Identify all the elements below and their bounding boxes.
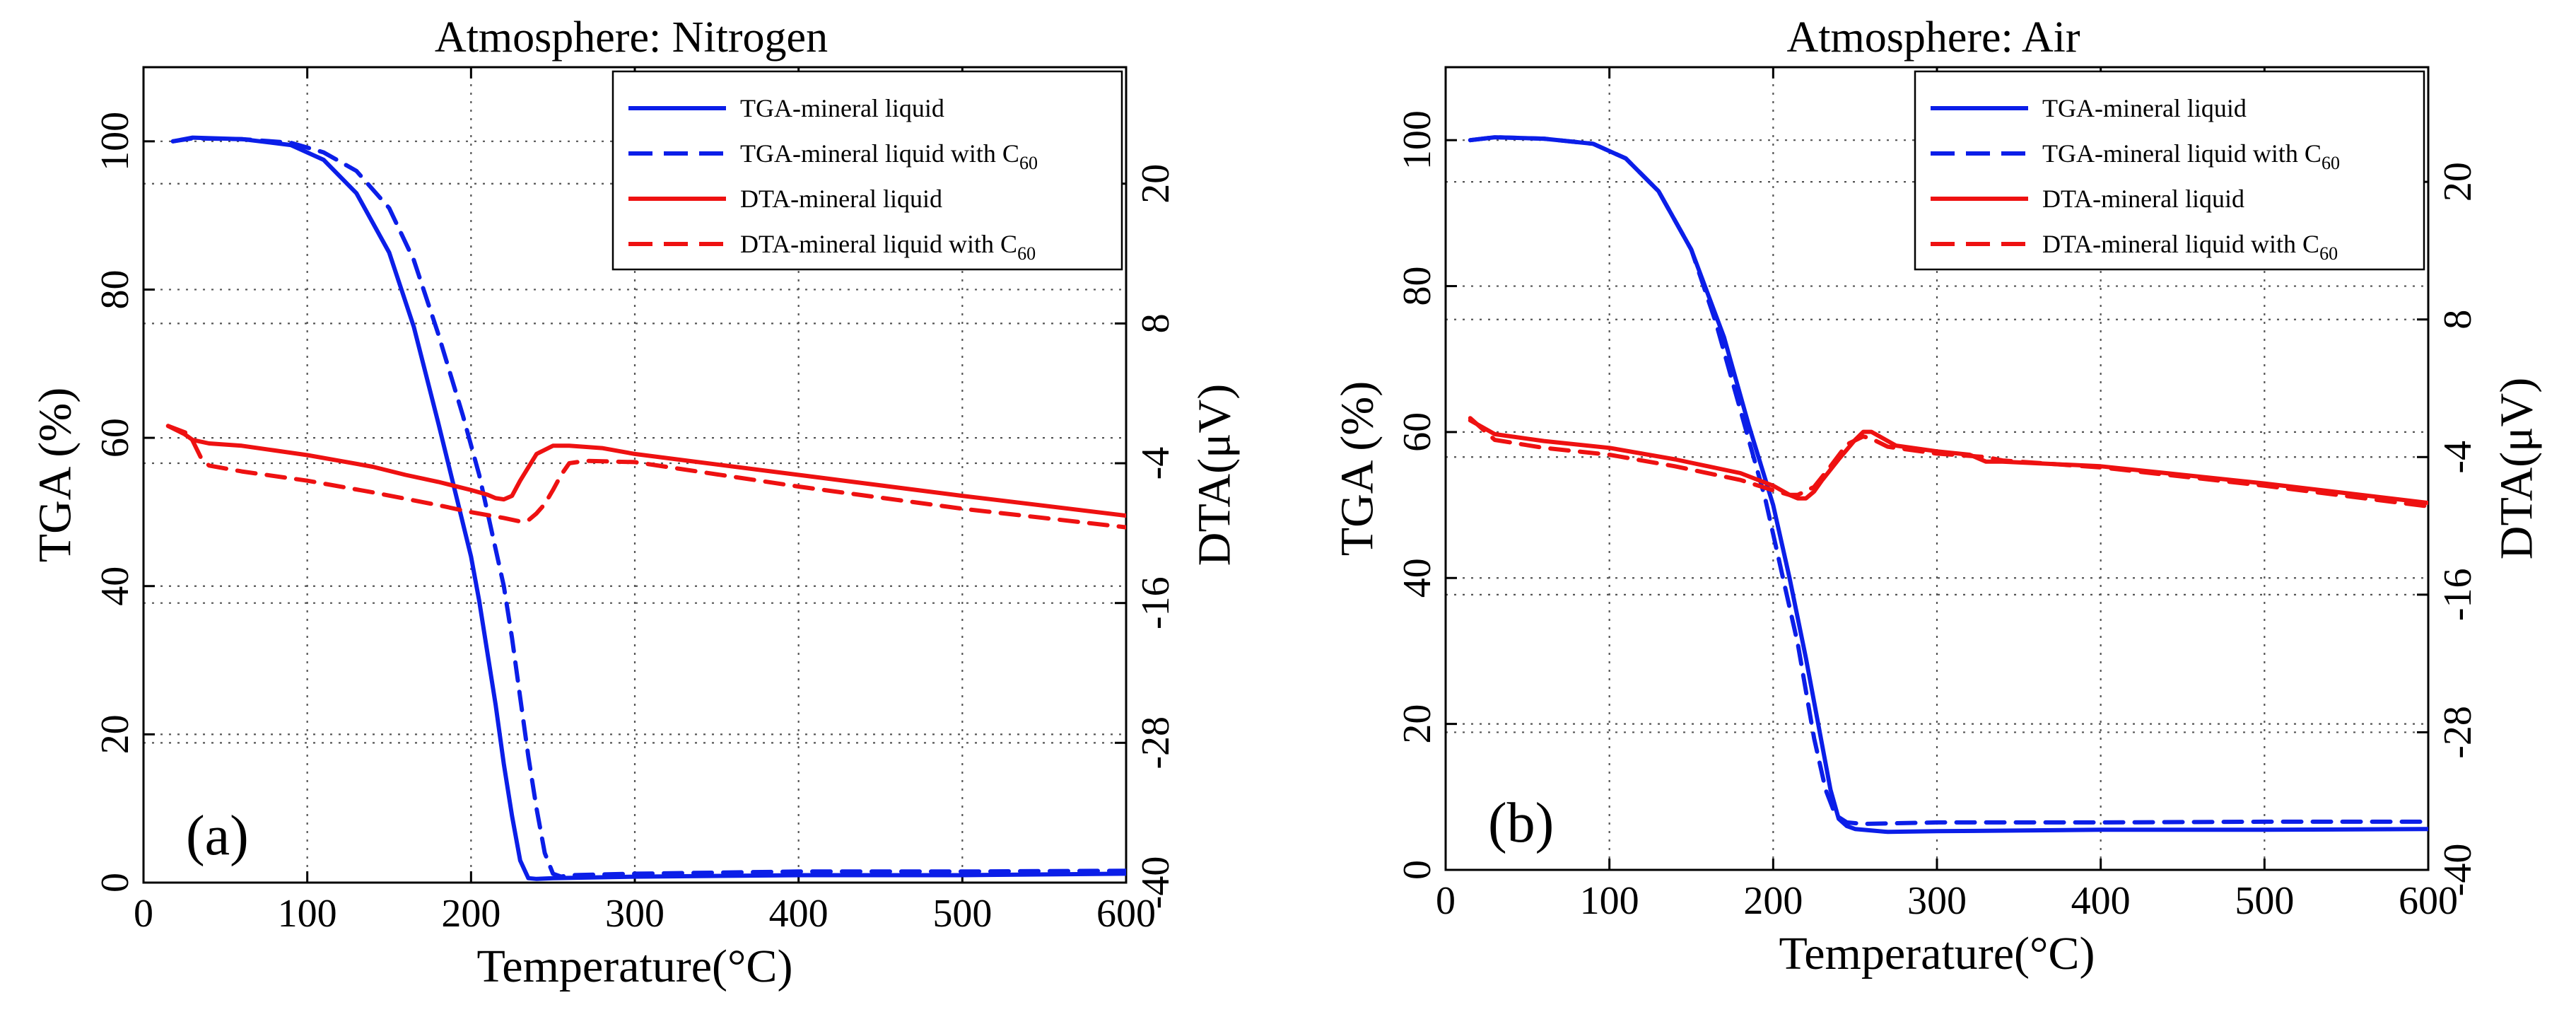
series-lines [165,135,1126,881]
series-line-tga-mineral-liquid-with-c60 [1468,135,2428,826]
chart-title: Atmosphere: Air [1787,13,2080,62]
legend-entry-subscript: 60 [1019,153,1038,173]
series-line-tga-mineral-liquid [1468,135,2428,835]
y-left-tick-label: 60 [1395,412,1439,452]
legend-entry-text: DTA-mineral liquid with C [2042,230,2319,258]
series-line-dta-mineral-liquid [1468,418,2428,506]
legend-entry-label: DTA-mineral liquid [740,185,942,213]
panel-label: (a) [186,805,249,867]
legend-entry-label: DTA-mineral liquid [2042,185,2244,213]
legend-entry-label: DTA-mineral liquid with C60 [740,230,1036,264]
series-line-dta-mineral-liquid-with-c60 [1468,416,2428,508]
x-tick-label: 400 [769,892,829,936]
y-right-tick-label: -28 [1134,716,1178,769]
legend: TGA-mineral liquid TGA-mineral liquid wit… [1914,70,2425,271]
legend-entry-label: TGA-mineral liquid with C60 [740,139,1038,173]
y-left-tick-label: 100 [93,112,137,171]
x-tick-label: 100 [278,892,337,936]
legend-entry-text: TGA-mineral liquid [740,94,944,122]
series-line-tga-mineral-liquid-with-c60 [170,136,1126,879]
legend-entry-text: DTA-mineral liquid with C [740,230,1017,258]
x-axis-label: Temperature(°C) [477,941,793,992]
legend-entry-text: TGA-mineral liquid with C [740,139,1019,168]
y-right-tick-label: 20 [1134,164,1178,204]
legend-entry-label: TGA-mineral liquid [2042,94,2247,122]
x-tick-label: 300 [605,892,665,936]
chart-title: Atmosphere: Nitrogen [435,13,828,62]
series-line-tga-mineral-liquid [170,135,1126,881]
legend-entry-text: DTA-mineral liquid [740,185,942,213]
y-right-axis-label: DTA(μV) [2491,378,2543,559]
x-tick-label: 200 [441,892,500,936]
panel-a: 0 100 200 300 400 500 600 0 20 40 60 80 100 -40 -28 -16… [30,13,1241,992]
legend-entry-text: TGA-mineral liquid [2042,94,2247,122]
y-left-tick-label: 0 [93,873,137,893]
y-right-tick-label: 20 [2436,162,2480,202]
y-left-tick-label: 40 [93,566,137,606]
y-right-tick-label: -4 [1134,447,1178,480]
series-line-dta-mineral-liquid-with-c60 [165,424,1126,530]
y-left-tick-label: 20 [93,714,137,754]
y-left-tick-label: 0 [1395,860,1439,880]
legend-entry-text: TGA-mineral liquid with C [2042,139,2322,168]
x-tick-label: 600 [1096,892,1156,936]
y-left-tick-label: 80 [93,269,137,309]
series-lines [1468,135,2428,835]
legend-entry-text: DTA-mineral liquid [2042,185,2244,213]
legend-entry-subscript: 60 [2322,153,2340,173]
x-axis-label: Temperature(°C) [1779,928,2095,979]
y-left-tick-label: 60 [93,418,137,458]
y-right-tick-label: -16 [2436,569,2480,622]
legend-entry-label: DTA-mineral liquid with C60 [2042,230,2338,264]
x-tick-label: 500 [2235,879,2294,923]
panel-label: (b) [1488,792,1554,854]
legend-entry-subscript: 60 [1017,243,1036,264]
legend: TGA-mineral liquid TGA-mineral liquid wit… [611,70,1123,271]
y-right-tick-label: -28 [2436,706,2480,759]
x-tick-label: 100 [1580,879,1639,923]
x-tick-label: 0 [134,892,153,936]
y-right-tick-label: -4 [2436,441,2480,474]
y-left-tick-label: 80 [1395,267,1439,306]
y-right-axis-label: DTA(μV) [1189,384,1241,566]
x-tick-label: 500 [932,892,992,936]
y-right-tick-label: -40 [2436,844,2480,897]
y-left-tick-label: 40 [1395,558,1439,598]
y-left-axis-label: TGA (%) [1332,381,1383,556]
legend-box [611,70,1123,271]
legend-entry-label: TGA-mineral liquid [740,94,944,122]
y-left-tick-label: 100 [1395,110,1439,170]
legend-entry-subscript: 60 [2319,243,2338,264]
legend-entry-label: TGA-mineral liquid with C60 [2042,139,2340,173]
y-right-tick-label: 8 [2436,310,2480,330]
series-line-dta-mineral-liquid [165,424,1126,518]
y-right-tick-label: 8 [1134,313,1178,333]
x-tick-label: 600 [2399,879,2458,923]
legend-box [1914,70,2425,271]
y-right-tick-label: -16 [1134,576,1178,629]
y-left-axis-label: TGA (%) [30,388,81,562]
x-tick-label: 0 [1436,879,1456,923]
x-tick-label: 400 [2071,879,2131,923]
y-right-tick-label: -40 [1134,856,1178,909]
panel-b: 0 100 200 300 400 500 600 0 20 40 60 80 100 -40 -28 -16… [1332,13,2543,979]
y-left-tick-label: 20 [1395,704,1439,744]
x-tick-label: 300 [1907,879,1967,923]
x-tick-label: 200 [1743,879,1803,923]
